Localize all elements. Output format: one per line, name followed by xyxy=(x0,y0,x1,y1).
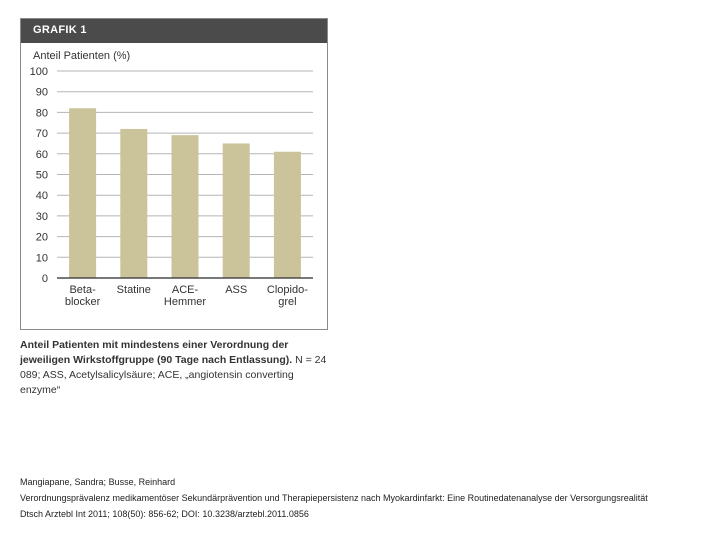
citation-authors: Mangiapane, Sandra; Busse, Reinhard xyxy=(20,477,176,487)
y-tick-label: 10 xyxy=(36,252,48,264)
y-tick-label: 70 xyxy=(36,128,48,140)
figure-header-label: GRAFIK 1 xyxy=(33,24,87,36)
caption-text: N = 24 089; ASS, Acetylsalicylsäure; ACE… xyxy=(20,354,327,396)
bar xyxy=(171,135,199,278)
y-tick-label: 90 xyxy=(36,87,48,99)
chart-panel: GRAFIK 1 Anteil Patienten (%) 0 10 20 30 40 50… xyxy=(20,18,328,330)
y-tick-label: 60 xyxy=(36,149,48,161)
bar xyxy=(222,143,250,278)
y-axis-label: Anteil Patienten (%) xyxy=(33,50,130,62)
y-tick-label: 0 xyxy=(42,273,48,285)
y-tick-label: 80 xyxy=(36,107,48,119)
citation: Mangiapane, Sandra; Busse, Reinhard Vero… xyxy=(20,474,648,522)
bar xyxy=(273,151,301,278)
x-tick-label: ASS xyxy=(225,284,247,296)
citation-title: Verordnungsprävalenz medikamentöser Seku… xyxy=(20,493,648,503)
y-tick-label: 50 xyxy=(36,170,48,182)
bar xyxy=(120,128,148,278)
x-tick-label: Clopido-grel xyxy=(267,284,308,308)
bar-chart: Anteil Patienten (%) 0 10 20 30 40 50 60 70 80 90 1… xyxy=(30,50,313,308)
x-tick-label: Statine xyxy=(117,284,151,296)
y-tick-label: 20 xyxy=(36,232,48,244)
y-tick-label: 40 xyxy=(36,190,48,202)
x-tick-label: Beta-blocker xyxy=(65,284,101,308)
y-tick-label: 30 xyxy=(36,211,48,223)
x-tick-label: ACE-Hemmer xyxy=(164,284,207,308)
figure-header: GRAFIK 1 xyxy=(21,19,327,43)
bar xyxy=(69,108,97,278)
figure-caption: Anteil Patienten mit mindestens einer Ve… xyxy=(20,338,328,398)
y-tick-label: 100 xyxy=(30,66,48,78)
figure: GRAFIK 1 Anteil Patienten (%) 0 10 20 30 40 50… xyxy=(20,18,328,398)
citation-reference: Dtsch Arztebl Int 2011; 108(50): 856-62;… xyxy=(20,509,309,519)
caption-bold-text: Anteil Patienten mit mindestens einer Ve… xyxy=(20,339,293,366)
